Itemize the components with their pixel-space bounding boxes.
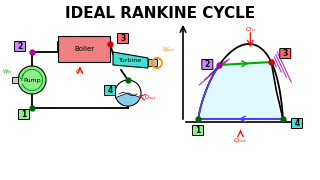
Text: Boiler: Boiler	[74, 46, 94, 52]
FancyBboxPatch shape	[58, 36, 110, 62]
Text: 2: 2	[17, 42, 23, 51]
Text: 4: 4	[108, 86, 113, 95]
Text: Pump: Pump	[23, 78, 41, 82]
Circle shape	[115, 80, 141, 106]
FancyBboxPatch shape	[292, 118, 302, 129]
FancyBboxPatch shape	[14, 42, 26, 51]
FancyBboxPatch shape	[148, 60, 157, 66]
Text: 1: 1	[196, 126, 201, 135]
FancyBboxPatch shape	[105, 86, 116, 96]
FancyBboxPatch shape	[280, 49, 291, 58]
Text: $Q_{in}$: $Q_{in}$	[245, 25, 256, 34]
Text: IDEAL RANKINE CYCLE: IDEAL RANKINE CYCLE	[65, 6, 255, 21]
Text: 4: 4	[294, 119, 300, 128]
Circle shape	[18, 66, 46, 94]
Wedge shape	[116, 93, 140, 106]
Text: 3: 3	[283, 49, 288, 58]
Text: Turbine: Turbine	[119, 58, 142, 63]
FancyBboxPatch shape	[202, 59, 213, 69]
Polygon shape	[113, 52, 148, 68]
Polygon shape	[198, 62, 283, 122]
FancyBboxPatch shape	[19, 109, 29, 120]
FancyBboxPatch shape	[193, 125, 204, 136]
Text: $Q_{out}$: $Q_{out}$	[144, 94, 157, 102]
Text: 2: 2	[205, 60, 210, 69]
Text: 3: 3	[120, 34, 126, 43]
FancyBboxPatch shape	[12, 77, 18, 83]
FancyBboxPatch shape	[117, 33, 129, 44]
Text: $Q_{in}$: $Q_{in}$	[75, 68, 85, 76]
Text: 1: 1	[21, 110, 27, 119]
Text: $W_{in}$: $W_{in}$	[2, 68, 12, 76]
Text: $W_{out}$: $W_{out}$	[162, 46, 176, 55]
Text: $Q_{out}$: $Q_{out}$	[233, 136, 248, 145]
